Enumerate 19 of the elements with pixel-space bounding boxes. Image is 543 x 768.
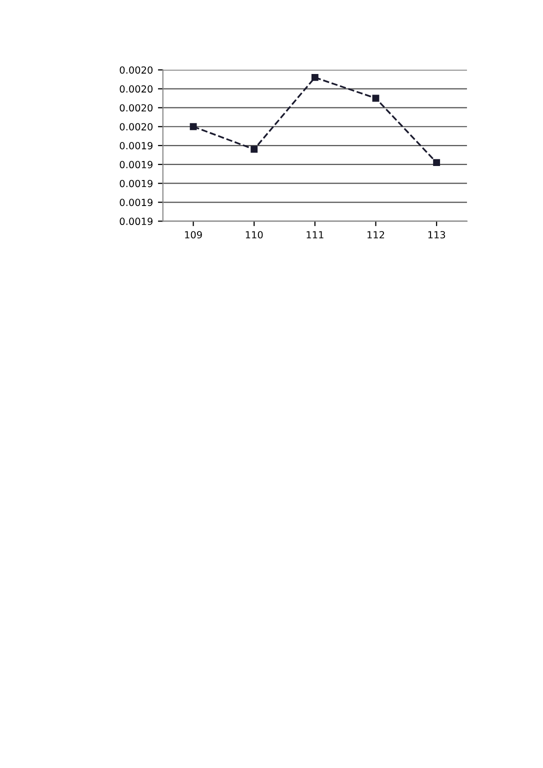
y-tick-label: 0.0019 — [120, 218, 152, 226]
point — [433, 159, 440, 166]
y-tick-label: 0.0020 — [120, 123, 153, 130]
y-tick-label: 0.0020 — [120, 85, 153, 93]
x-tick-label: 113 — [428, 231, 446, 238]
y-tick-label: 0.0019 — [120, 180, 152, 188]
y-tick-label: 0.0020 — [120, 104, 153, 112]
x-tick-label: 111 — [306, 231, 324, 238]
x-tick-label: 109 — [185, 231, 202, 238]
y-tick-label: 0.0019 — [120, 160, 152, 168]
y-tick-label: 0.0019 — [120, 198, 152, 206]
x-tick-label: 112 — [368, 231, 384, 238]
point — [372, 94, 380, 102]
y-tick-label: 0.0020 — [120, 66, 153, 74]
point — [250, 146, 258, 153]
y-tick-label: 0.0019 — [120, 142, 152, 150]
x-tick-label: 110 — [246, 231, 263, 238]
point — [311, 74, 318, 81]
point — [190, 123, 197, 130]
